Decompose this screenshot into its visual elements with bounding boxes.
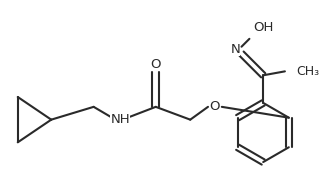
Text: N: N xyxy=(231,43,240,56)
Text: NH: NH xyxy=(110,113,130,126)
Text: O: O xyxy=(151,58,161,71)
Text: CH₃: CH₃ xyxy=(297,65,320,78)
Text: O: O xyxy=(210,100,220,113)
Text: OH: OH xyxy=(253,22,273,35)
